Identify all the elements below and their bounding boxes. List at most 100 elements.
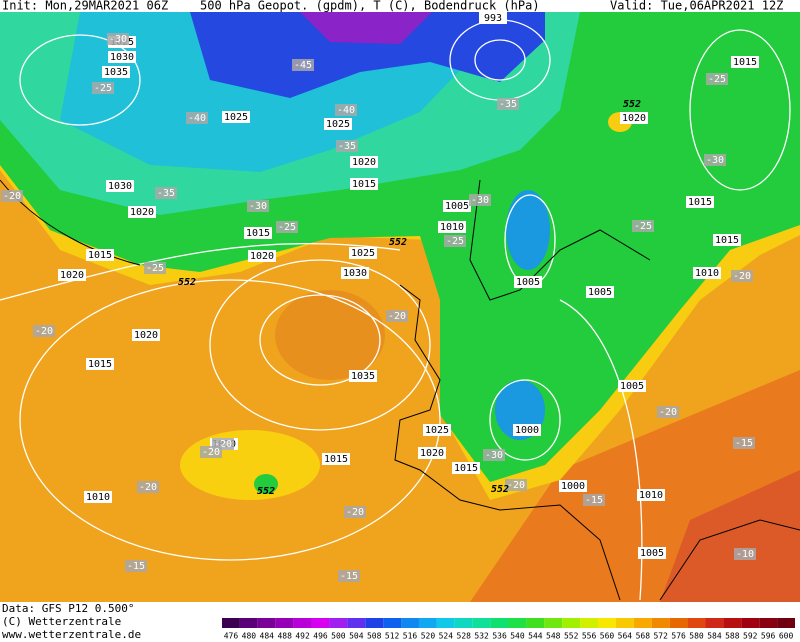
colorbar-label: 536 (492, 632, 507, 641)
purple-field (300, 12, 432, 44)
colorbar-cell (777, 618, 795, 628)
temperature-label-box (706, 73, 728, 85)
temperature-label: -45 (294, 60, 312, 71)
colorbar-cell (687, 618, 706, 628)
colorbar-cell (365, 618, 384, 628)
pressure-label-box (443, 200, 471, 212)
temperature-label-box (155, 187, 177, 199)
temperature-label: -10 (736, 549, 754, 560)
colorbar-label: 540 (510, 632, 525, 641)
colorbar-label: 544 (528, 632, 543, 641)
colorbar-cell (222, 618, 240, 628)
pressure-label: 1010 (440, 222, 464, 233)
pressure-label: 1015 (688, 197, 712, 208)
pressure-label: 1000 (561, 481, 585, 492)
colorbar-label: 480 (242, 632, 257, 641)
colorbar-cell (418, 618, 437, 628)
temperature-label: -20 (733, 271, 751, 282)
temperature-label-box (733, 437, 755, 449)
temperature-label-box (247, 200, 269, 212)
temperature-label-box (137, 481, 159, 493)
colorbar-cell (508, 618, 527, 628)
pressure-label: 1020 (420, 448, 444, 459)
pressure-label-box (86, 249, 114, 261)
colorbar: 476 480 484 488 492 496 500 504 508 512 516 520 524 5… (222, 618, 795, 641)
pressure-label-box (106, 180, 134, 192)
temperature-label-box (704, 154, 726, 166)
colorbar-cell (669, 618, 688, 628)
temperature-label-box (583, 494, 605, 506)
temperature-label: -25 (446, 236, 464, 247)
temperature-label: -25 (146, 263, 164, 274)
colorbar-label: 520 (421, 632, 436, 641)
isobar (19, 279, 441, 561)
pressure-label: 1020 (60, 270, 84, 281)
height-label: 552 (257, 486, 275, 497)
temperature-label-box (336, 140, 358, 152)
temperature-label: -20 (214, 439, 232, 450)
temperature-label: -20 (507, 480, 525, 491)
pressure-label: 1010 (86, 492, 110, 503)
colorbar-label: 568 (636, 632, 651, 641)
pressure-label-box (128, 206, 156, 218)
hot-field (660, 470, 800, 602)
temperature-label: -40 (337, 105, 355, 116)
copyright: (C) Wetterzentrale (2, 615, 121, 628)
pressure-label: 1030 (110, 52, 134, 63)
pressure-label: 1015 (246, 228, 270, 239)
pressure-label: 1015 (352, 179, 376, 190)
colorbar-cell (723, 618, 742, 628)
pressure-label-box (693, 267, 721, 279)
pressure-label-box (350, 178, 378, 190)
temperature-label-box (497, 98, 519, 110)
colorbar-cell (651, 618, 670, 628)
pressure-label-box (418, 447, 446, 459)
pressure-label: 1015 (88, 250, 112, 261)
pressure-label: 1015 (715, 235, 739, 246)
pressure-label-box (341, 267, 369, 279)
valid-time: Valid: Tue,06APR2021 12Z (610, 0, 783, 13)
temperature-label: -40 (188, 113, 206, 124)
temperature-label: -20 (346, 507, 364, 518)
pressure-label: 1005 (640, 548, 664, 559)
temperature-label-box (344, 506, 366, 518)
colorbar-cell (239, 618, 258, 628)
pressure-label-box (244, 227, 272, 239)
colorbar-label: 500 (331, 632, 346, 641)
colorbar-cell (580, 618, 599, 628)
colorbar-label: 600 (779, 632, 794, 641)
colorbar-cell (490, 618, 509, 628)
pressure-label: 1005 (445, 201, 469, 212)
pressure-label: 1035 (104, 67, 128, 78)
temperature-label: -15 (585, 495, 603, 506)
pressure-label-box (586, 286, 614, 298)
pressure-label-box (731, 56, 759, 68)
pressure-label: 1025 (326, 119, 350, 130)
temperature-label: -30 (249, 201, 267, 212)
temperature-label-box (338, 570, 360, 582)
pressure-label-box (349, 247, 377, 259)
pressure-label-box (618, 380, 646, 392)
temperature-label-box (734, 548, 756, 560)
colorbar-label: 516 (403, 632, 418, 641)
coastlines (0, 179, 800, 601)
temperature-label-box (483, 449, 505, 461)
colorbar-cell (347, 618, 366, 628)
pressure-label: 1035 (351, 371, 375, 382)
colorbar-cell (329, 618, 348, 628)
temperature-label-box (731, 270, 753, 282)
pressure-label: 1020 (130, 207, 154, 218)
pressure-label: 1010 (639, 490, 663, 501)
pressure-label-box (86, 358, 114, 370)
pressure-label: 1030 (343, 268, 367, 279)
colorbar-label: 580 (689, 632, 704, 641)
temperature-label-box (335, 104, 357, 116)
coast (499, 504, 621, 601)
temperature-label: -35 (499, 99, 517, 110)
isobar (474, 39, 526, 81)
pressure-label-box (514, 276, 542, 288)
temperature-label-box (657, 406, 679, 418)
pressure-label: 1020 (622, 113, 646, 124)
isobar (559, 299, 643, 601)
pressure-label: 1025 (425, 425, 449, 436)
